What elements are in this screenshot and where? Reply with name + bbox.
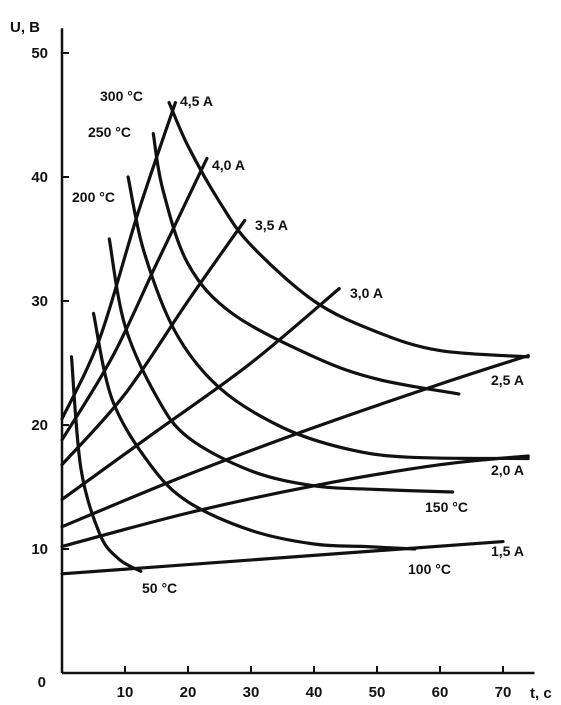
series-label-150-C: 150 °C [425, 499, 468, 515]
y-axis-label: U, B [10, 19, 40, 36]
temperature-curve-200-C [126, 175, 530, 461]
y-tick-label: 10 [31, 541, 48, 558]
current-curve-3-0-A [60, 287, 341, 501]
temperature-curve-100-C [91, 311, 417, 551]
y-tick-label: 20 [31, 417, 48, 434]
series-label-2-5-A: 2,5 A [491, 372, 524, 388]
series-label-4-0-A: 4,0 A [212, 157, 245, 173]
series-label-300-C: 300 °C [100, 88, 143, 104]
series-label-200-C: 200 °C [72, 189, 115, 205]
x-tick-label: 20 [180, 684, 197, 701]
x-tick-label: 30 [243, 684, 260, 701]
y-tick-label: 50 [31, 45, 48, 62]
series-label-3-0-A: 3,0 A [350, 285, 383, 301]
current-curve-2-5-A [60, 354, 530, 529]
origin-label: 0 [38, 674, 46, 691]
x-tick-label: 70 [495, 684, 512, 701]
x-tick-label: 40 [306, 684, 323, 701]
series-label-100-C: 100 °C [408, 561, 451, 577]
temperature-curve-50-C [69, 355, 143, 573]
current-curve-4-0-A [60, 156, 209, 442]
tick-marks [62, 52, 504, 673]
current-curve-4-5-A [60, 101, 177, 421]
y-tick-label: 30 [31, 293, 48, 310]
current-curve-3-5-A [60, 218, 247, 467]
series-label-250-C: 250 °C [88, 124, 131, 140]
series-label-2-0-A: 2,0 A [491, 462, 524, 478]
temperature-curve-250-C [151, 132, 461, 396]
x-tick-label: 50 [369, 684, 386, 701]
x-tick-label: 10 [117, 684, 134, 701]
temperature-curve-300-C [167, 101, 530, 359]
series-label-1-5-A: 1,5 A [491, 543, 524, 559]
axes [60, 28, 535, 675]
x-tick-label: 60 [432, 684, 449, 701]
series-label-3-5-A: 3,5 A [255, 217, 288, 233]
temperature-curve-150-C [107, 237, 455, 494]
series-label-4-5-A: 4,5 A [180, 93, 213, 109]
series-label-50-C: 50 °C [142, 580, 177, 596]
labels: 10 20 30 40 50 60 70 10 20 30 40 50 0 U, B t, c 300 °C 2… [10, 19, 552, 702]
x-axis-label: t, c [530, 685, 552, 702]
y-tick-label: 40 [31, 169, 48, 186]
temperature-curves [69, 101, 530, 573]
